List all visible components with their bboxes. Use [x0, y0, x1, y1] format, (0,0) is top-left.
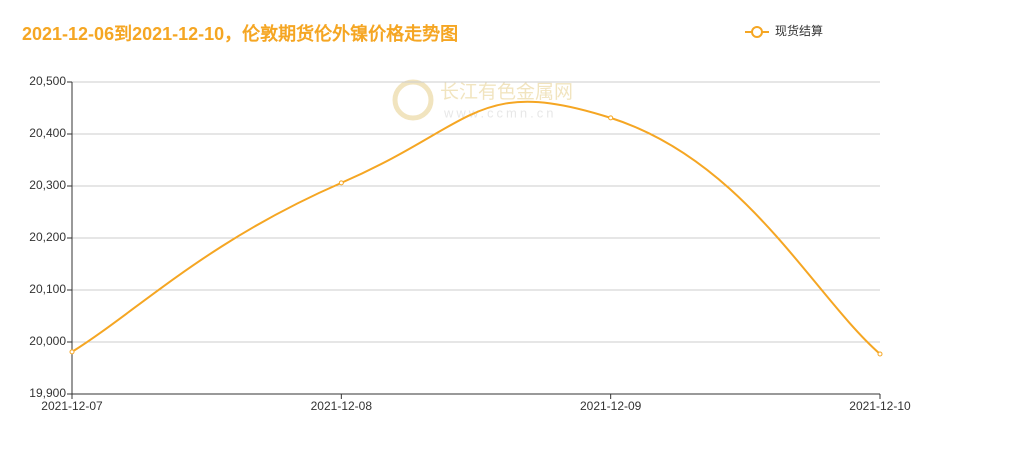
point: [877, 351, 883, 357]
y-tick-label: 20,500: [29, 74, 66, 88]
point: [69, 349, 75, 355]
y-tick-label: 19,900: [29, 386, 66, 400]
legend-label: 现货结算: [775, 23, 823, 38]
y-tick-label: 20,300: [29, 178, 66, 192]
x-tick-label: 2021-12-08: [311, 399, 373, 413]
x-tick-label: 2021-12-07: [41, 399, 103, 413]
watermark-logo: [392, 79, 434, 121]
y-tick-label: 20,100: [29, 282, 66, 296]
watermark-name: 长江有色金属网: [440, 81, 573, 103]
y-tick-label: 20,000: [29, 334, 66, 348]
line: [71, 100, 881, 355]
legend-marker: [751, 26, 763, 38]
y-tick-label: 20,200: [29, 230, 66, 244]
point: [338, 180, 344, 186]
point: [608, 115, 614, 121]
watermark: 长江有色金属网 www.ccmn.cn: [392, 79, 573, 121]
x-tick-label: 2021-12-09: [580, 399, 642, 413]
chart-title: 2021-12-06到2021-12-10，伦敦期货伦外镍价格走势图: [22, 23, 458, 44]
watermark-url: www.ccmn.cn: [443, 105, 556, 120]
x-tick-label: 2021-12-10: [849, 399, 911, 413]
y-tick-label: 20,400: [29, 126, 66, 140]
